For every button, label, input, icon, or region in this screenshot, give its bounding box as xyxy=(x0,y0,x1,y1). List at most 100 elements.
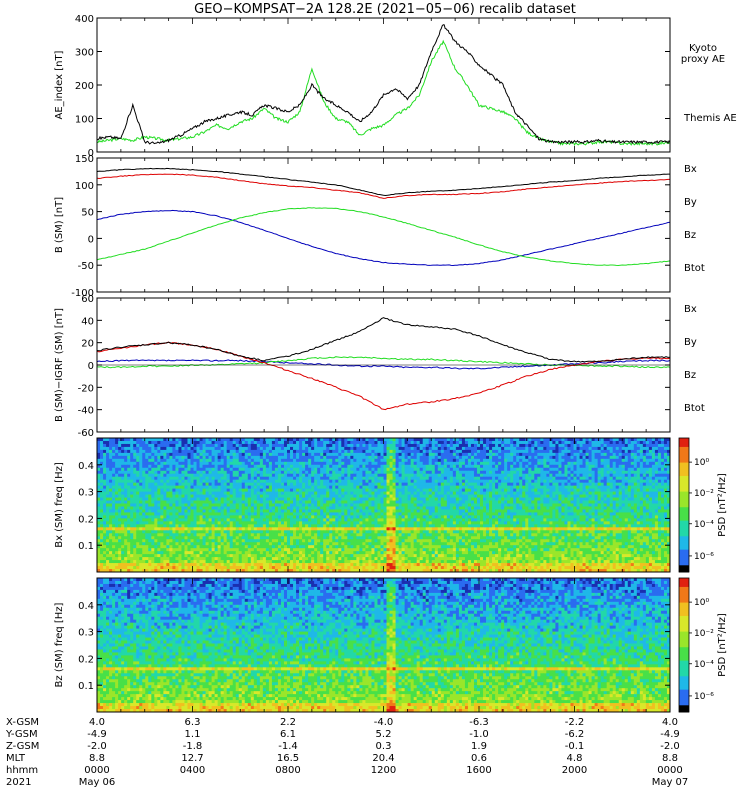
spectrogram-cell xyxy=(332,449,336,454)
spectrogram-cell xyxy=(419,494,424,498)
spectrogram-cell xyxy=(648,494,653,498)
spectrogram-cell xyxy=(534,500,538,504)
spectrogram-cell xyxy=(483,491,487,495)
spectrogram-cell xyxy=(486,479,490,484)
spectrogram-cell xyxy=(314,506,318,510)
spectrogram-cell xyxy=(103,503,107,507)
legend-bz: Bz xyxy=(684,370,696,381)
spectrogram-cell xyxy=(461,467,466,472)
spectrogram-cell xyxy=(564,485,568,490)
spectrogram-cell xyxy=(145,479,149,484)
spectrogram-cell xyxy=(419,476,424,481)
spectrogram-cell xyxy=(585,497,589,501)
spectrogram-cell xyxy=(115,461,119,466)
spectrogram-cell xyxy=(362,464,366,469)
spectrogram-cell xyxy=(124,500,128,504)
spectrogram-cell xyxy=(296,443,300,448)
spectrogram-cell xyxy=(395,473,399,478)
spectrogram-cell xyxy=(476,485,481,490)
spectrogram-cell xyxy=(425,503,430,507)
spectrogram-cell xyxy=(172,500,176,504)
spectrogram-cell xyxy=(241,482,246,487)
spectrogram-cell xyxy=(148,449,152,454)
spectrogram-cell xyxy=(293,443,297,448)
spectrogram-cell xyxy=(265,440,270,445)
spectrogram-cell xyxy=(178,500,182,504)
spectrogram-cell xyxy=(205,503,209,507)
spectrogram-cell xyxy=(537,491,541,495)
spectrogram-cell xyxy=(519,452,523,457)
spectrogram-cell xyxy=(157,473,161,478)
spectrogram-cell xyxy=(308,497,312,501)
spectrogram-cell xyxy=(570,476,574,481)
spectrogram-cell xyxy=(326,473,330,478)
spectrogram-cell xyxy=(440,497,445,501)
spectrogram-cell xyxy=(97,500,101,504)
spectrogram-cell xyxy=(386,446,390,451)
spectrogram-cell xyxy=(277,488,282,492)
spectrogram-cell xyxy=(151,446,155,451)
spectrogram-cell xyxy=(223,449,228,454)
spectrogram-cell xyxy=(100,485,104,490)
spectrogram-cell xyxy=(139,449,143,454)
spectrogram-cell xyxy=(480,467,484,472)
spectrogram-cell xyxy=(280,438,285,442)
spectrogram-cell xyxy=(546,506,550,510)
spectrogram-cell xyxy=(166,500,170,504)
spectrogram-cell xyxy=(455,476,460,481)
spectrogram-cell xyxy=(516,458,520,463)
spectrogram-cell xyxy=(570,479,574,484)
spectrogram-cell xyxy=(663,440,668,445)
spectrogram-cell xyxy=(636,503,641,507)
spectrogram-cell xyxy=(118,497,122,501)
spectrogram-cell xyxy=(519,491,523,495)
spectrogram-cell xyxy=(467,497,472,501)
spectrogram-cell xyxy=(609,479,614,484)
spectrogram-cell xyxy=(190,446,194,451)
spectrogram-cell xyxy=(546,503,550,507)
spectrogram-cell xyxy=(573,461,577,466)
spectrogram-cell xyxy=(666,443,671,448)
spectrogram-cell xyxy=(470,506,475,510)
spectrogram-cell xyxy=(609,500,614,504)
spectrogram-cell xyxy=(175,509,179,513)
spectrogram-cell xyxy=(473,509,478,513)
spectrogram-cell xyxy=(528,500,532,504)
spectrogram-cell xyxy=(519,461,523,466)
spectrogram-cell xyxy=(621,461,626,466)
spectrogram-cell xyxy=(229,503,234,507)
spectrogram-cell xyxy=(585,500,589,504)
spectrogram-cell xyxy=(268,497,273,501)
spectrogram-cell xyxy=(344,455,348,460)
spectrogram-cell xyxy=(136,470,140,475)
spectrogram-cell xyxy=(555,476,559,481)
spectrogram-cell xyxy=(543,452,547,457)
spectrogram-cell xyxy=(434,470,439,475)
spectrogram-cell xyxy=(452,464,457,469)
spectrogram-cell xyxy=(232,470,237,475)
spectrogram-cell xyxy=(157,503,161,507)
spectrogram-cell xyxy=(585,482,589,487)
spectrogram-cell xyxy=(262,438,267,442)
spectrogram-cell xyxy=(549,476,553,481)
spectrogram-cell xyxy=(597,476,602,481)
spectrogram-cell xyxy=(341,455,345,460)
spectrogram-cell xyxy=(663,449,668,454)
spectrogram-cell xyxy=(296,509,300,513)
spectrogram-cell xyxy=(648,470,653,475)
spectrogram-cell xyxy=(467,470,472,475)
spectrogram-cell xyxy=(97,494,101,498)
spectrogram-cell xyxy=(624,479,629,484)
spectrogram-cell xyxy=(552,506,556,510)
spectrogram-cell xyxy=(380,443,384,448)
spectrogram-cell xyxy=(247,452,252,457)
spectrogram-cell xyxy=(657,491,662,495)
spectrogram-cell xyxy=(311,438,315,442)
spectrogram-cell xyxy=(187,488,191,492)
spectrogram-cell xyxy=(268,458,273,463)
spectrogram-cell xyxy=(437,455,442,460)
spectrogram-cell xyxy=(663,446,668,451)
spectrogram-cell xyxy=(317,506,321,510)
spectrogram-cell xyxy=(567,443,571,448)
spectrogram-cell xyxy=(223,461,228,466)
